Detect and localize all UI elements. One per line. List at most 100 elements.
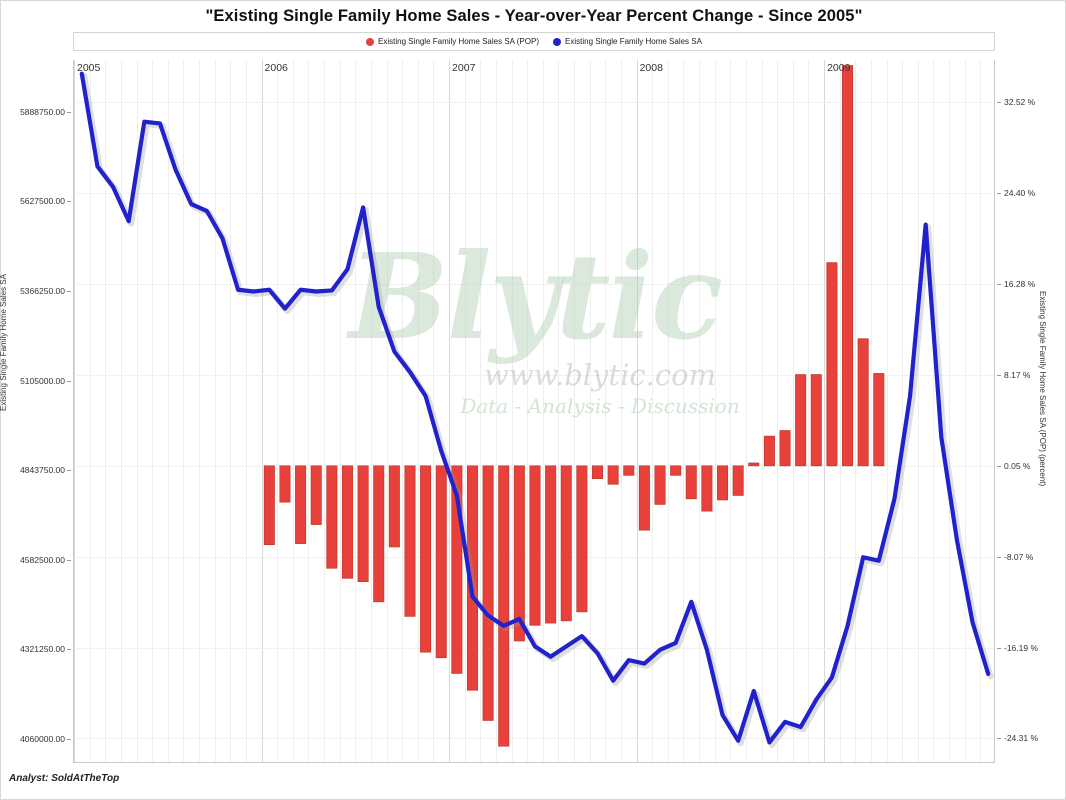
bar[interactable] (466, 465, 478, 691)
x-axis-tick-label: 2006 (264, 62, 288, 74)
bar[interactable] (451, 465, 463, 674)
bar[interactable] (482, 465, 494, 721)
y-axis-left-tick-label: 4843750.00 (20, 465, 65, 476)
bar[interactable] (638, 465, 650, 531)
y-axis-left-tick-label: 5366250.00 (20, 286, 65, 297)
bar[interactable] (295, 465, 307, 544)
vertical-gridline (558, 60, 560, 762)
page-title: "Existing Single Family Home Sales - Yea… (205, 7, 863, 25)
bar[interactable] (591, 465, 604, 480)
bar[interactable] (810, 374, 822, 467)
vertical-gridline (120, 60, 122, 762)
y-axis-right-tick-mark (997, 193, 1001, 195)
y-axis-left-tick-mark (67, 559, 71, 561)
vertical-gridline (792, 60, 794, 762)
bar[interactable] (435, 465, 447, 659)
y-axis-left-tick-label: 5888750.00 (20, 106, 65, 117)
y-axis-right-tick-label: -24.31 % (1004, 733, 1039, 744)
vertical-gridline (589, 60, 591, 762)
vertical-gridline (277, 60, 279, 762)
bar[interactable] (388, 465, 400, 548)
vertical-gridline (386, 60, 388, 762)
bar[interactable] (826, 262, 838, 467)
horizontal-gridline (74, 284, 994, 286)
bar[interactable] (498, 465, 510, 747)
bar[interactable] (279, 465, 291, 503)
legend-item-pop[interactable]: Existing Single Family Home Sales SA (PO… (366, 37, 539, 46)
vertical-gridline (402, 60, 404, 762)
circle-marker-icon (553, 37, 561, 46)
vertical-gridline (745, 60, 747, 762)
bar[interactable] (263, 465, 275, 546)
bar[interactable] (748, 462, 760, 467)
vertical-gridline (449, 60, 451, 762)
bar[interactable] (545, 465, 557, 624)
horizontal-gridline (74, 102, 994, 104)
vertical-gridline (870, 60, 872, 762)
vertical-gridline (699, 60, 701, 762)
bar[interactable] (701, 465, 713, 512)
bar[interactable] (529, 465, 541, 626)
bar[interactable] (513, 465, 525, 642)
legend-item-sa[interactable]: Existing Single Family Home Sales SA (553, 37, 702, 46)
vertical-gridline (542, 60, 544, 762)
bar[interactable] (326, 465, 338, 569)
bar[interactable] (717, 465, 729, 501)
bar[interactable] (779, 430, 791, 467)
bar[interactable] (795, 374, 807, 467)
bar[interactable] (763, 435, 775, 467)
bar[interactable] (670, 465, 682, 476)
bar[interactable] (873, 373, 885, 467)
vertical-gridline (261, 60, 263, 762)
bar[interactable] (607, 465, 619, 485)
vertical-gridline (167, 60, 169, 762)
y-axis-left-title: Existing Single Family Home Sales SA (0, 274, 8, 411)
x-axis-tick-label: 2008 (639, 62, 663, 74)
y-axis-right-tick-label: 32.52 % (1004, 97, 1036, 108)
vertical-gridline (902, 60, 904, 762)
y-axis-right-tick-label: 24.40 % (1004, 188, 1036, 199)
bar[interactable] (732, 465, 744, 496)
bar[interactable] (404, 465, 416, 617)
vertical-gridline (777, 60, 779, 762)
y-axis-right-tick-mark (997, 738, 1001, 740)
vertical-gridline (855, 60, 857, 762)
vertical-gridline (292, 60, 294, 762)
y-axis-right-tick-label: 8.17 % (1004, 369, 1031, 380)
bar[interactable] (842, 65, 854, 467)
vertical-gridline (214, 60, 216, 762)
line-path[interactable] (79, 71, 991, 745)
bar[interactable] (357, 465, 369, 583)
bar[interactable] (654, 465, 666, 505)
y-axis-left-tick-mark (67, 738, 71, 740)
bar[interactable] (420, 465, 432, 653)
line-shadow (81, 73, 994, 748)
y-axis-left-tick-mark (67, 470, 71, 472)
bar[interactable] (576, 465, 588, 613)
plot-area: Blytic www.blytic.com Data - Analysis - … (73, 60, 995, 763)
vertical-gridline (355, 60, 357, 762)
vertical-gridline (324, 60, 326, 762)
vertical-gridline (933, 60, 935, 762)
x-axis-tick-label: 2005 (77, 62, 101, 74)
y-axis-right-tick-mark (997, 284, 1001, 286)
bar[interactable] (341, 465, 353, 579)
x-axis-tick-label: 2009 (827, 62, 851, 74)
vertical-gridline (620, 60, 622, 762)
y-axis-right-tick-mark (997, 556, 1001, 558)
vertical-gridline (105, 60, 107, 762)
horizontal-gridline (74, 374, 994, 376)
bar[interactable] (560, 465, 572, 622)
y-axis-left-tick-mark (67, 201, 71, 203)
x-axis-tick-label: 2007 (452, 62, 476, 74)
vertical-gridline (949, 60, 951, 762)
bar[interactable] (310, 465, 322, 525)
vertical-gridline (245, 60, 247, 762)
bar[interactable] (373, 465, 385, 603)
bar[interactable] (623, 465, 635, 476)
bar[interactable] (685, 465, 697, 500)
horizontal-gridline (74, 193, 994, 195)
bar[interactable] (857, 338, 869, 467)
vertical-gridline (808, 60, 810, 762)
